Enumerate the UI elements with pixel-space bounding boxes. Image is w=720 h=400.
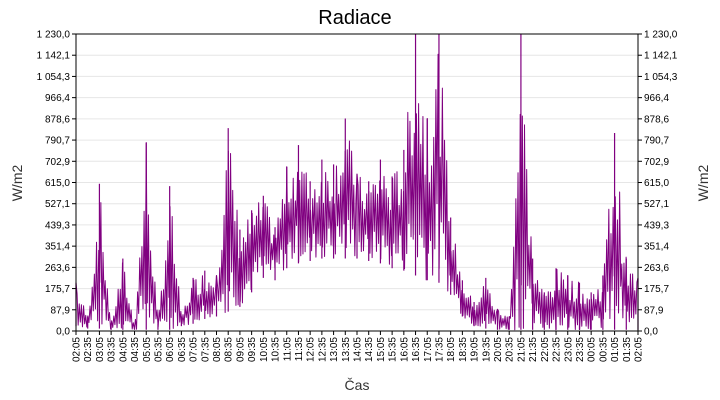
y-axis-right: 0,0 87,9 175,7 263,6 351,4 439,3 527,1 615,0 702… [638, 30, 678, 338]
y-tick-label-left: 790,7 [45, 136, 70, 147]
x-tick-label: 13:05 [329, 337, 340, 362]
x-tick-label: 08:05 [212, 337, 223, 362]
y-tick-label-left: 702,9 [45, 157, 70, 168]
x-axis-label: Čas [345, 377, 370, 393]
y-tick-label-left: 878,6 [45, 114, 70, 125]
x-tick-label: 12:05 [306, 337, 317, 362]
y-tick-label-left: 351,4 [45, 242, 70, 253]
x-tick-label: 07:35 [200, 337, 211, 362]
x-tick-label: 21:35 [528, 337, 539, 362]
x-tick-label: 08:35 [224, 337, 235, 362]
x-tick-label: 11:35 [294, 337, 305, 362]
y-tick-label-right: 263,6 [644, 263, 669, 274]
x-tick-label: 14:35 [364, 337, 375, 362]
y-tick-label-right: 966,4 [644, 93, 669, 104]
x-tick-label: 15:05 [376, 337, 387, 362]
x-axis: 02:05 02:35 03:05 03:35 04:05 04:35 05:05 05:35… [72, 331, 645, 362]
x-tick-label: 18:05 [446, 337, 457, 362]
y-tick-label-left: 1 142,1 [37, 51, 71, 62]
x-tick-label: 02:35 [83, 337, 94, 362]
x-tick-label: 02:05 [72, 337, 83, 362]
x-tick-label: 20:05 [493, 337, 504, 362]
y-tick-label-right: 87,9 [644, 305, 664, 316]
x-tick-label: 23:35 [575, 337, 586, 362]
y-tick-label-left: 175,7 [45, 284, 70, 295]
x-tick-label: 10:05 [259, 337, 270, 362]
x-tick-label: 07:05 [189, 337, 200, 362]
y-tick-label-left: 87,9 [51, 305, 71, 316]
x-tick-label: 12:35 [317, 337, 328, 362]
y-tick-label-right: 439,3 [644, 220, 669, 231]
x-tick-label: 23:05 [563, 337, 574, 362]
x-tick-label: 05:35 [153, 337, 164, 362]
y-tick-label-right: 702,9 [644, 157, 669, 168]
y-tick-label-left: 1 230,0 [37, 30, 71, 41]
x-tick-label: 05:05 [142, 337, 153, 362]
x-tick-label: 00:35 [598, 337, 609, 362]
x-tick-label: 04:05 [118, 337, 129, 362]
y-tick-label-left: 527,1 [45, 199, 70, 210]
x-tick-label: 09:35 [247, 337, 258, 362]
y-tick-label-left: 263,6 [45, 263, 70, 274]
y-axis-label-left: W/m2 [9, 165, 25, 202]
x-tick-label: 17:35 [434, 337, 445, 362]
y-axis-label-right: W/m2 [695, 165, 711, 202]
y-tick-label-right: 878,6 [644, 114, 669, 125]
x-tick-label: 14:05 [353, 337, 364, 362]
y-tick-label-right: 615,0 [644, 178, 669, 189]
x-tick-label: 13:35 [341, 337, 352, 362]
y-tick-label-right: 0,0 [644, 327, 658, 338]
y-axis-left: 0,0 87,9 175,7 263,6 351,4 439,3 527,1 615,0 702… [37, 30, 76, 338]
data-series [75, 34, 639, 331]
x-tick-label: 20:35 [505, 337, 516, 362]
x-tick-label: 06:35 [177, 337, 188, 362]
y-tick-label-left: 615,0 [45, 178, 70, 189]
x-tick-label: 15:35 [388, 337, 399, 362]
x-tick-label: 11:05 [282, 337, 293, 362]
x-tick-label: 02:05 [634, 337, 645, 362]
y-tick-label-left: 1 054,3 [37, 72, 71, 83]
chart-title: Radiace [318, 7, 391, 29]
x-tick-label: 19:05 [470, 337, 481, 362]
y-tick-label-right: 1 230,0 [644, 30, 678, 41]
x-tick-label: 18:35 [458, 337, 469, 362]
x-tick-label: 04:35 [130, 337, 141, 362]
x-tick-label: 19:35 [481, 337, 492, 362]
x-tick-label: 17:05 [423, 337, 434, 362]
y-tick-label-left: 439,3 [45, 220, 70, 231]
y-tick-label-left: 0,0 [56, 327, 70, 338]
x-tick-label: 03:05 [95, 337, 106, 362]
y-tick-label-right: 1 142,1 [644, 51, 678, 62]
y-tick-label-left: 966,4 [45, 93, 70, 104]
x-tick-label: 03:35 [107, 337, 118, 362]
x-tick-label: 01:35 [622, 337, 633, 362]
x-tick-label: 22:35 [552, 337, 563, 362]
y-tick-label-right: 175,7 [644, 284, 669, 295]
x-tick-label: 00:05 [587, 337, 598, 362]
x-tick-label: 16:05 [399, 337, 410, 362]
x-tick-label: 01:05 [610, 337, 621, 362]
x-tick-label: 22:05 [540, 337, 551, 362]
y-tick-label-right: 351,4 [644, 242, 669, 253]
y-tick-label-right: 1 054,3 [644, 72, 678, 83]
y-tick-label-right: 527,1 [644, 199, 669, 210]
y-tick-label-right: 790,7 [644, 136, 669, 147]
x-tick-label: 10:35 [271, 337, 282, 362]
x-tick-label: 21:05 [516, 337, 527, 362]
x-tick-label: 09:05 [235, 337, 246, 362]
x-tick-label: 16:35 [411, 337, 422, 362]
x-tick-label: 06:05 [165, 337, 176, 362]
